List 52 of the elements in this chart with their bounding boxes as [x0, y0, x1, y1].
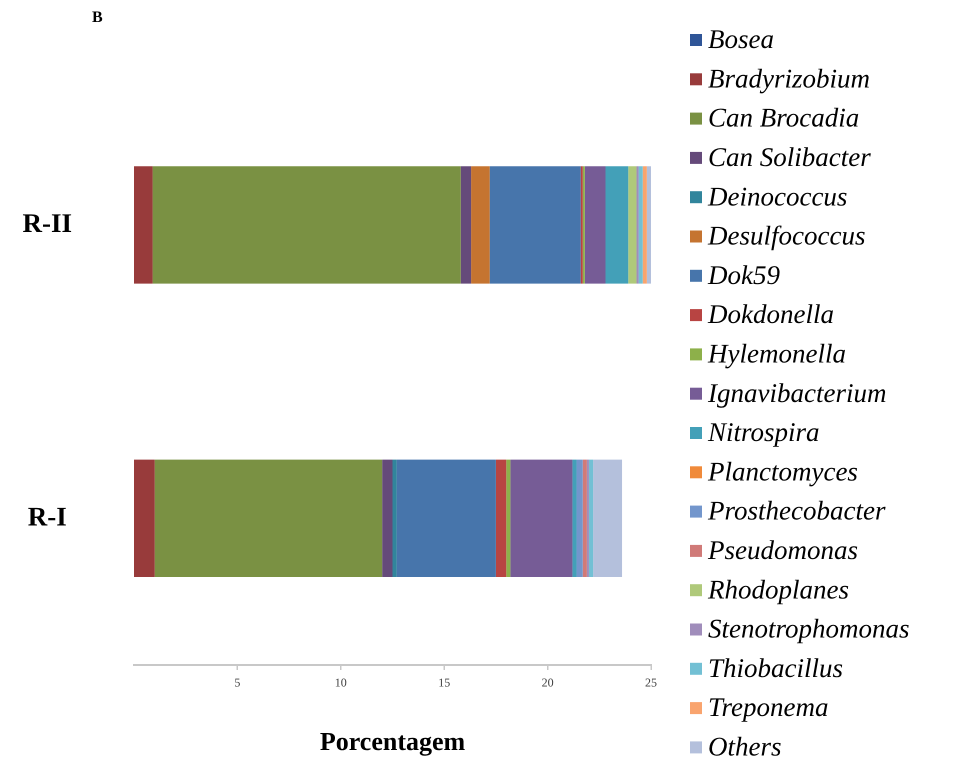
- bar: [382, 460, 392, 577]
- bar: [134, 460, 155, 577]
- bar: [584, 166, 606, 284]
- x-tick-label: 25: [645, 675, 657, 690]
- legend-label: Desulfococcus: [707, 220, 866, 251]
- legend-label: Nitrospira: [707, 417, 820, 448]
- bar: [582, 460, 587, 577]
- bar: [576, 460, 583, 577]
- bar: [152, 166, 461, 284]
- bar: [588, 460, 594, 577]
- legend-label: Dok59: [707, 260, 780, 290]
- legend-label: Can Brocadia: [708, 102, 860, 133]
- x-tick-label: 5: [234, 675, 240, 690]
- bar: [496, 460, 506, 577]
- x-tick-label: 20: [542, 675, 554, 690]
- y-tick-label: R-I: [28, 501, 67, 532]
- legend-label: Planctomyces: [707, 456, 858, 486]
- legend-label: Others: [708, 731, 782, 762]
- bar: [510, 460, 572, 577]
- legend-label: Can Solibacter: [708, 142, 872, 172]
- legend-label: Dokdonella: [707, 299, 834, 330]
- bar: [506, 460, 510, 577]
- bar: [638, 166, 643, 284]
- x-tick-label: 15: [438, 675, 450, 690]
- bar: [396, 460, 496, 577]
- legend-label: Rhodoplanes: [707, 574, 849, 604]
- bar: [593, 460, 622, 577]
- x-tick-label: 10: [334, 675, 347, 690]
- chart-title: B: [92, 9, 103, 26]
- legend-label: Deinococcus: [707, 181, 848, 212]
- legend-label: Bosea: [708, 24, 774, 54]
- bar: [606, 166, 628, 284]
- legend-label: Stenotrophomonas: [708, 614, 910, 644]
- bar: [471, 166, 490, 284]
- bar: [154, 460, 382, 577]
- bar: [628, 166, 637, 284]
- legend-label: Thiobacillus: [708, 652, 844, 683]
- legend-label: Bradyrizobium: [708, 63, 870, 94]
- bar: [646, 166, 651, 284]
- bar: [642, 166, 647, 284]
- legend-label: Prosthecobacter: [707, 496, 886, 526]
- bar: [392, 460, 397, 577]
- bar: [134, 166, 153, 284]
- y-tick-label: R-II: [22, 208, 72, 238]
- bar: [490, 166, 581, 284]
- bar: [572, 460, 577, 577]
- legend-label: Treponema: [708, 692, 828, 722]
- x-axis-title: Porcentagem: [320, 727, 466, 756]
- legend-label: Hylemonella: [707, 338, 846, 368]
- legend-label: Ignavibacterium: [707, 378, 886, 408]
- legend-label: Pseudomonas: [707, 534, 858, 565]
- bar: [460, 166, 472, 284]
